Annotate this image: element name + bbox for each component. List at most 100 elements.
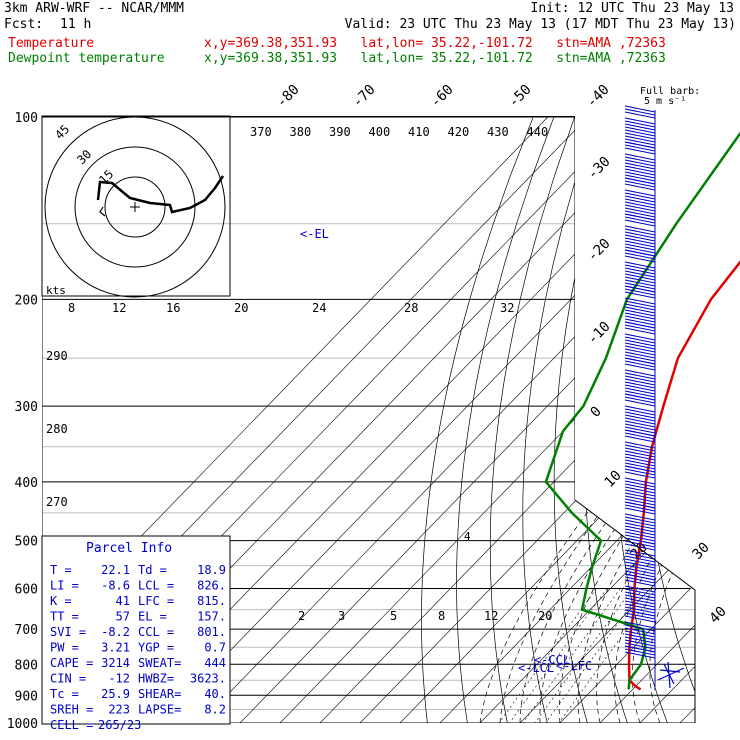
wind-barb xyxy=(624,225,656,242)
wind-barb xyxy=(624,597,656,617)
parcel-label: K = xyxy=(50,594,72,608)
mixing-ratio-label: 5 xyxy=(390,609,397,623)
parcel-value: 25.9 xyxy=(101,687,130,701)
temperature-location: x,y=369.38,351.93 lat,lon= 35.22,-101.72… xyxy=(204,36,666,51)
parcel-value: -8.2 xyxy=(101,625,130,639)
wind-barb xyxy=(624,297,656,314)
wind-barb xyxy=(624,165,656,185)
valid-time: Valid: 23 UTC Thu 23 May 13 (17 MDT Thu … xyxy=(344,17,736,32)
mixing-ratio-label: 2 xyxy=(298,609,305,623)
parcel-value: 0.7 xyxy=(204,641,226,655)
theta-label: 410 xyxy=(408,125,430,139)
parcel-label: TT = xyxy=(50,610,79,624)
hodograph-ring-label: 45 xyxy=(52,122,72,142)
mixing-ratio-label: 3 xyxy=(338,609,345,623)
parcel-label: Tc = xyxy=(50,687,79,701)
parcel-label: HWBZ= xyxy=(138,672,174,686)
mixing-ratio-label: 8 xyxy=(438,609,445,623)
moist-adiabat-line xyxy=(577,357,695,723)
theta-label: 390 xyxy=(329,125,351,139)
wind-barb xyxy=(624,453,656,473)
isotherm-line xyxy=(708,117,740,736)
mixing-ratio-label: 20 xyxy=(538,609,552,623)
parcel-value: -12 xyxy=(108,672,130,686)
isotherm-top-label: -60 xyxy=(428,82,457,111)
isotherm-right-label: -20 xyxy=(585,236,614,265)
isotherm-line xyxy=(427,116,695,723)
theta-label: 440 xyxy=(527,125,549,139)
isotherm-right-label: 0 xyxy=(588,404,605,421)
full-barb-units: 5 m s⁻¹ xyxy=(644,96,686,107)
moist-adiabat-line xyxy=(649,357,695,723)
pressure-tick-label: 1000 xyxy=(7,717,38,732)
hodograph-ring xyxy=(44,116,226,298)
mixing-ratio-line xyxy=(525,588,633,723)
pressure-tick-label: 700 xyxy=(15,623,38,638)
hodograph-start xyxy=(99,206,106,217)
theta-label: 430 xyxy=(487,125,509,139)
hodograph-speed-label: 8 xyxy=(68,301,75,315)
hodograph-ring xyxy=(74,146,196,268)
wind-barb xyxy=(624,369,656,386)
parcel-label: SREH = xyxy=(50,703,93,717)
isotherm-right-label: 30 xyxy=(690,540,713,563)
parcel-value: 3623. xyxy=(190,672,226,686)
isotherm-line xyxy=(267,116,695,723)
wind-barb xyxy=(624,465,656,479)
parcel-label: CAPE = xyxy=(50,656,93,670)
parcel-value: 22.1 xyxy=(101,563,130,577)
wind-barb xyxy=(624,549,656,566)
wind-barb xyxy=(624,501,656,515)
isotherm-top-label: -50 xyxy=(506,82,535,111)
isotherm-right-label: 10 xyxy=(602,468,625,491)
wind-barb xyxy=(624,429,656,443)
pressure-tick-label: 600 xyxy=(15,583,38,598)
parcel-label: SVI = xyxy=(50,625,86,639)
parcel-label: LAPSE= xyxy=(138,703,181,717)
parcel-label: SHEAR= xyxy=(138,687,181,701)
parcel-value: 40. xyxy=(204,687,226,701)
isotherm-right-label: 40 xyxy=(707,604,730,627)
full-barb-title: Full barb: xyxy=(640,86,700,97)
parcel-value: 3214 xyxy=(101,656,130,670)
wind-barb xyxy=(624,105,656,119)
parcel-value: 3.21 xyxy=(101,641,130,655)
wind-barb xyxy=(624,585,656,602)
hodograph-ring-label: 30 xyxy=(74,147,94,167)
pressure-tick-label: 400 xyxy=(15,476,38,491)
model-title: 3km ARW-WRF -- NCAR/MMM xyxy=(4,1,185,16)
isotherm-line xyxy=(507,116,695,723)
parcel-label: CCL = xyxy=(138,625,174,639)
hodograph-speed-label: 20 xyxy=(234,301,248,315)
init-time: Init: 12 UTC Thu 23 May 13 xyxy=(530,1,735,16)
hodograph-ring xyxy=(104,176,166,238)
plot-frame-edge xyxy=(574,499,696,723)
parcel-value: 444 xyxy=(204,656,226,670)
dry-adiabat-line xyxy=(722,117,740,736)
wind-barb xyxy=(624,273,656,293)
parcel-label: CIN = xyxy=(50,672,86,686)
wind-barb xyxy=(624,201,656,221)
dry-adiabat-line xyxy=(522,116,596,723)
hodograph-frame xyxy=(41,115,231,297)
wind-barb xyxy=(624,153,656,170)
ccl-marker: <-CCL xyxy=(534,653,570,667)
isotherm-right-label: -30 xyxy=(585,154,614,183)
hodograph-speed-label: 12 xyxy=(112,301,126,315)
parcel-label: YGP = xyxy=(138,641,174,655)
wind-barb xyxy=(624,405,656,422)
wind-barb xyxy=(624,177,656,191)
parcel-value: 157. xyxy=(197,610,226,624)
theta-label: 380 xyxy=(290,125,312,139)
wind-barb xyxy=(624,129,656,149)
parcel-label: LI = xyxy=(50,579,79,593)
parcel-info-box xyxy=(41,535,231,725)
dry-adiabat-line xyxy=(421,116,534,723)
forecast-hours: 11 h xyxy=(60,17,92,32)
wind-barb xyxy=(624,345,656,365)
hodograph-trace xyxy=(96,175,225,214)
wind-barb xyxy=(624,309,656,329)
parcel-label: CELL = xyxy=(50,718,93,732)
wind-barb xyxy=(624,561,656,581)
